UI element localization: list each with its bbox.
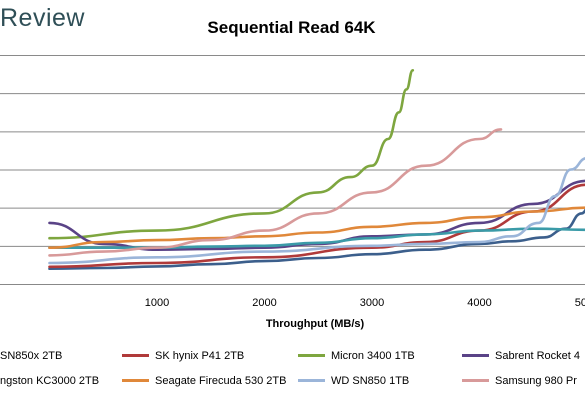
- x-tick-label: 3000: [360, 297, 384, 309]
- legend-swatch: [462, 353, 489, 357]
- x-tick-label: 1000: [145, 297, 169, 309]
- chart-title: Sequential Read 64K: [207, 18, 376, 37]
- legend-label: SK hynix P41 2TB: [155, 350, 245, 362]
- legend-label: Sabrent Rocket 4: [495, 350, 580, 362]
- legend-item-samsung: Samsung 980 Pr: [462, 375, 577, 387]
- x-axis-label: Throughput (MB/s): [265, 318, 365, 330]
- x-tick-label: 4000: [467, 297, 491, 309]
- legend-swatch: [298, 378, 325, 382]
- legend-label: Micron 3400 1TB: [331, 350, 415, 362]
- legend-label: ngston KC3000 2TB: [0, 375, 100, 387]
- legend-swatch: [462, 378, 489, 382]
- legend-label: Samsung 980 Pr: [495, 375, 577, 387]
- series-line: [48, 206, 585, 249]
- series-line: [48, 157, 585, 265]
- legend-swatch: [122, 353, 149, 357]
- legend-label: Seagate Firecuda 530 2TB: [155, 375, 287, 387]
- x-tick-label: 5000: [575, 297, 585, 309]
- series-line: [48, 69, 415, 240]
- x-tick-label: 2000: [252, 297, 276, 309]
- legend-item-kingston: ngston KC3000 2TB: [0, 375, 99, 387]
- legend-swatch: [122, 378, 149, 382]
- legend-item-sk-hynix: SK hynix P41 2TB: [122, 350, 244, 362]
- legend-label: SN850x 2TB: [0, 350, 63, 362]
- legend-item-wd-sn850: WD SN850 1TB: [298, 375, 409, 387]
- logo-text: Review: [0, 4, 85, 32]
- series-line: [48, 208, 585, 270]
- series-line: [48, 183, 585, 269]
- legend-item-sabrent: Sabrent Rocket 4: [462, 350, 580, 362]
- series-line: [48, 128, 503, 257]
- legend-swatch: [298, 353, 325, 357]
- legend-label: WD SN850 1TB: [331, 375, 410, 387]
- legend-item-micron: Micron 3400 1TB: [298, 350, 415, 362]
- legend-item-sn850x: SN850x 2TB: [0, 350, 62, 362]
- legend-item-seagate: Seagate Firecuda 530 2TB: [122, 375, 286, 387]
